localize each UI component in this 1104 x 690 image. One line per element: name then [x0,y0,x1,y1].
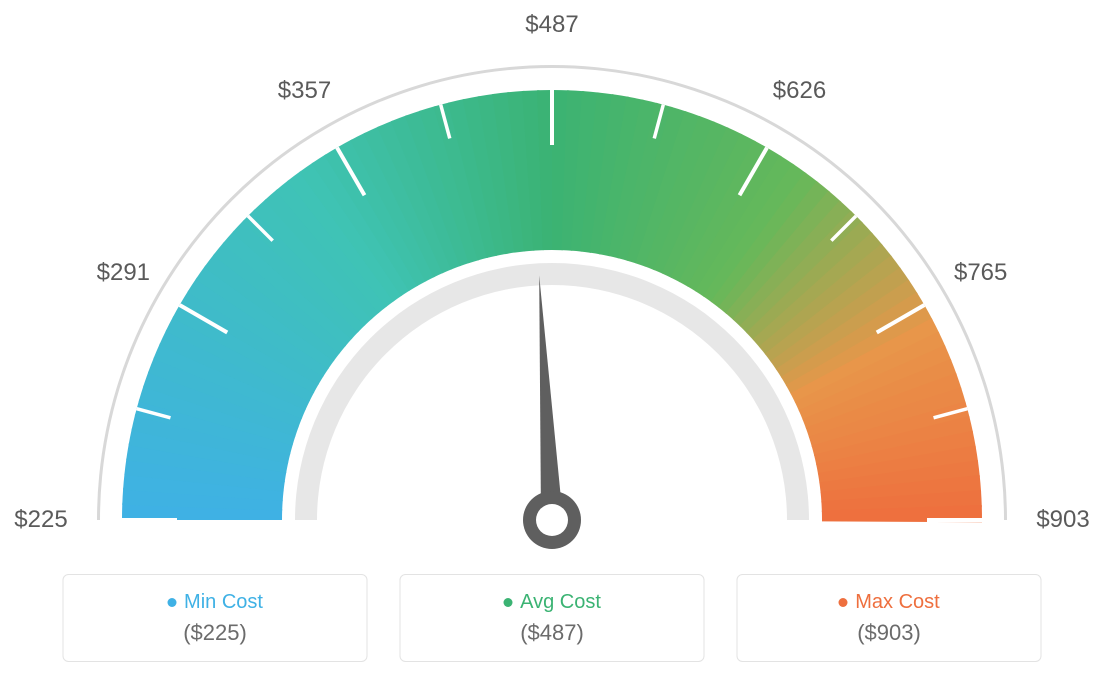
gauge-svg [52,20,1052,580]
legend-label-max-text: Max Cost [855,591,939,614]
gauge-tick-label: $291 [97,259,150,287]
legend-card-max: Max Cost ($903) [737,574,1042,662]
legend-label-min: Min Cost [167,591,263,614]
gauge-chart: $225$291$357$487$626$765$903 [52,20,1052,580]
legend-label-avg-text: Avg Cost [520,591,601,614]
legend-value-min: ($225) [183,620,247,646]
legend-card-avg: Avg Cost ($487) [400,574,705,662]
legend-card-min: Min Cost ($225) [63,574,368,662]
gauge-tick-label: $903 [1036,506,1089,534]
gauge-tick-label: $225 [14,506,67,534]
legend-value-max: ($903) [857,620,921,646]
legend-label-min-text: Min Cost [184,591,263,614]
legend-label-max: Max Cost [838,591,939,614]
gauge-tick-label: $357 [278,77,331,105]
gauge-tick-label: $765 [954,259,1007,287]
gauge-tick-label: $487 [525,11,578,39]
legend-value-avg: ($487) [520,620,584,646]
gauge-tick-label: $626 [773,77,826,105]
legend-label-avg: Avg Cost [503,591,601,614]
legend-row: Min Cost ($225) Avg Cost ($487) Max Cost… [63,574,1042,662]
